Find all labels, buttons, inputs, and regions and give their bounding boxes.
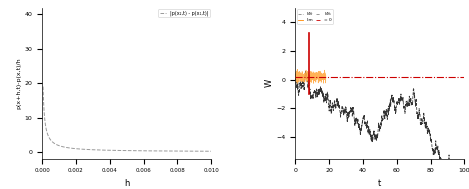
Y-axis label: W: W [265,79,274,87]
Y-axis label: p(x+h,t)-p(x,t)/h: p(x+h,t)-p(x,t)/h [17,57,22,109]
Legend: $W_t$, lim, $W_s$, = 0: $W_t$, lim, $W_s$, = 0 [297,9,333,24]
Legend: |p(x₂,t) - p(x₁,t)|: |p(x₂,t) - p(x₁,t)| [159,9,210,17]
X-axis label: h: h [124,179,129,188]
X-axis label: t: t [378,179,381,188]
